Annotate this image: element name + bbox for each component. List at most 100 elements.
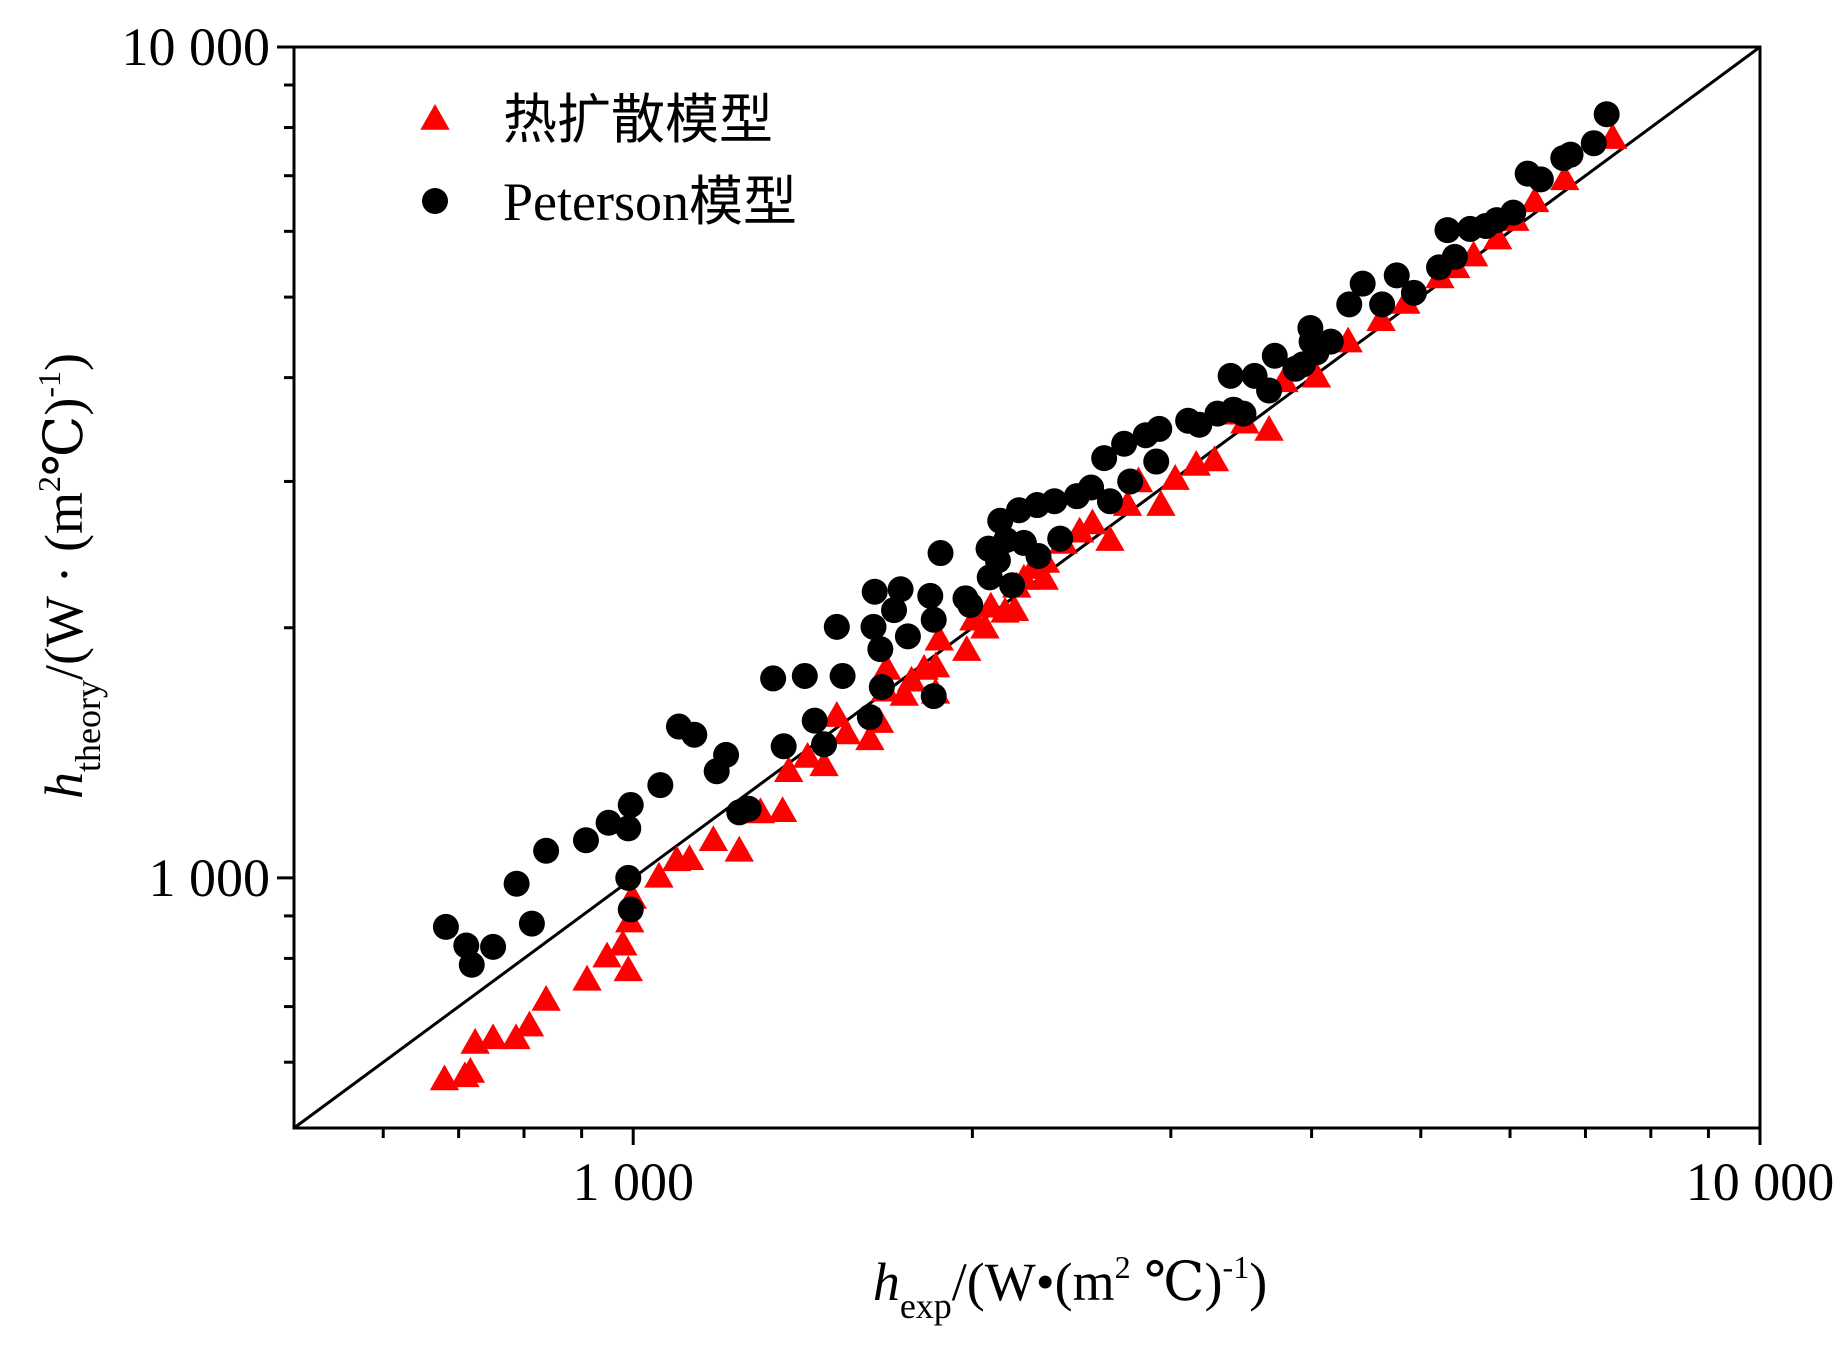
data-point — [615, 864, 642, 891]
data-point — [1593, 101, 1620, 128]
data-point — [681, 721, 708, 748]
data-point — [1369, 291, 1396, 318]
data-point — [1143, 448, 1170, 475]
axis-label-part: 2 — [1115, 1249, 1131, 1285]
legend-marker — [420, 104, 450, 130]
data-point — [455, 1056, 486, 1083]
data-point — [533, 837, 560, 864]
axis-label-part: ℃) — [1131, 1252, 1223, 1312]
data-point — [881, 597, 908, 624]
data-point — [617, 791, 644, 818]
legend-label: 热扩散模型 — [503, 90, 773, 150]
data-point — [920, 683, 947, 710]
data-point — [1383, 262, 1410, 289]
y-tick-label: 10 000 — [122, 17, 271, 77]
data-point — [1041, 488, 1068, 515]
data-point — [429, 1064, 460, 1091]
data-point — [674, 844, 705, 871]
data-point — [760, 665, 787, 692]
data-point — [1519, 186, 1550, 213]
data-point — [1349, 270, 1376, 297]
data-point — [608, 929, 638, 956]
data-point — [1400, 279, 1427, 306]
data-point — [1256, 377, 1283, 404]
data-point — [1500, 199, 1527, 226]
data-point — [861, 578, 888, 605]
data-point — [1434, 217, 1461, 244]
data-point — [1441, 243, 1468, 270]
data-point — [999, 572, 1026, 599]
x-axis-label: hexp/(W•(m2 ℃)-1) — [873, 1249, 1267, 1326]
data-point — [531, 984, 561, 1011]
data-point — [792, 741, 823, 768]
data-point — [615, 815, 642, 842]
axis-label-part: h — [873, 1252, 900, 1312]
axis-label-part: /(W•(m — [952, 1252, 1115, 1312]
data-point — [1091, 445, 1118, 472]
data-point — [791, 662, 818, 689]
data-point — [872, 654, 902, 680]
data-point — [957, 592, 984, 619]
axis-label-part: 2 — [31, 476, 67, 492]
data-point — [458, 951, 485, 978]
data-point — [889, 679, 919, 706]
data-point — [984, 547, 1011, 574]
data-point — [1077, 508, 1108, 535]
data-point — [1550, 164, 1580, 191]
axis-label-part: -1 — [1223, 1249, 1250, 1285]
data-point — [518, 910, 545, 937]
x-tick-label: 10 000 — [1686, 1152, 1835, 1212]
y-tick-label: 1 000 — [149, 848, 271, 908]
axis-label-part: h — [34, 772, 94, 799]
data-point — [1254, 414, 1284, 441]
data-point — [478, 1023, 508, 1050]
data-point — [1111, 430, 1138, 457]
data-point — [432, 913, 459, 940]
data-point — [822, 701, 852, 727]
data-point — [647, 772, 674, 799]
y-axis-label: htheory/(W · (m2℃)-1) — [31, 353, 108, 799]
data-point — [572, 827, 599, 854]
data-point — [1146, 490, 1176, 516]
data-point — [572, 964, 602, 991]
data-point — [1146, 415, 1173, 442]
data-point — [855, 724, 885, 751]
data-point — [831, 718, 862, 745]
data-point — [595, 809, 622, 836]
axis-label-part: ℃) — [34, 398, 94, 476]
data-point — [1580, 130, 1607, 157]
axis-label-part: exp — [900, 1286, 952, 1326]
legend-marker — [422, 188, 448, 214]
data-point — [713, 741, 740, 768]
data-point — [868, 674, 895, 701]
plot-frame — [292, 45, 1762, 1130]
data-point — [1557, 141, 1584, 168]
data-point — [823, 613, 850, 640]
data-point — [1301, 361, 1332, 388]
data-point — [698, 825, 729, 852]
axis-label-part: -1 — [31, 371, 67, 398]
data-point — [920, 606, 947, 633]
data-point — [503, 870, 530, 897]
data-point — [1029, 563, 1059, 590]
data-point — [773, 756, 804, 782]
data-point — [829, 662, 856, 689]
x-tick-label: 1 000 — [572, 1152, 694, 1212]
data-point — [809, 750, 839, 777]
data-point — [1217, 362, 1244, 389]
data-point — [1096, 488, 1123, 515]
data-point — [735, 795, 762, 822]
data-point — [1025, 543, 1052, 570]
data-point — [811, 731, 838, 758]
data-point — [924, 624, 954, 651]
data-point — [613, 955, 643, 982]
axis-label-part: /(W · (m — [34, 492, 94, 680]
data-point — [1078, 474, 1105, 501]
axis-label-part: theory — [68, 680, 108, 772]
legend-label: Peterson模型 — [503, 172, 797, 232]
data-point — [952, 635, 982, 661]
data-point — [1317, 328, 1344, 355]
data-point — [927, 540, 954, 567]
data-point — [1117, 468, 1144, 495]
